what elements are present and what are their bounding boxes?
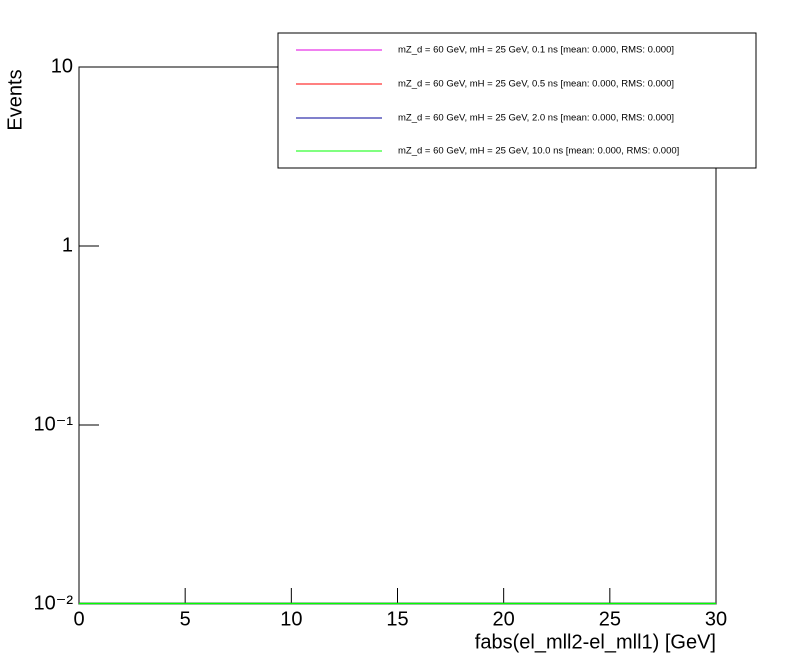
y-tick-label: 1 bbox=[62, 234, 73, 256]
legend-box bbox=[277, 32, 757, 169]
y-axis-label: Events bbox=[4, 69, 26, 130]
x-axis-label: fabs(el_mll2-el_mll1) [GeV] bbox=[475, 631, 716, 653]
legend-label: mZ_d = 60 GeV, mH = 25 GeV, 2.0 ns [mean… bbox=[398, 113, 674, 124]
y-tick-label: 10 bbox=[51, 55, 73, 77]
x-tick-label: 5 bbox=[180, 608, 191, 630]
y-tick-label: 10⁻¹ bbox=[34, 413, 74, 435]
x-tick-label: 25 bbox=[599, 608, 621, 630]
legend-label: mZ_d = 60 GeV, mH = 25 GeV, 0.5 ns [mean… bbox=[398, 79, 674, 90]
legend-label: mZ_d = 60 GeV, mH = 25 GeV, 0.1 ns [mean… bbox=[398, 45, 674, 56]
y-tick-label: 10⁻² bbox=[34, 592, 74, 614]
x-tick-label: 0 bbox=[73, 608, 84, 630]
x-tick-label: 20 bbox=[493, 608, 515, 630]
x-tick-label: 30 bbox=[705, 608, 727, 630]
legend-label: mZ_d = 60 GeV, mH = 25 GeV, 10.0 ns [mea… bbox=[398, 146, 679, 157]
x-tick-label: 10 bbox=[280, 608, 302, 630]
x-tick-label: 15 bbox=[386, 608, 408, 630]
